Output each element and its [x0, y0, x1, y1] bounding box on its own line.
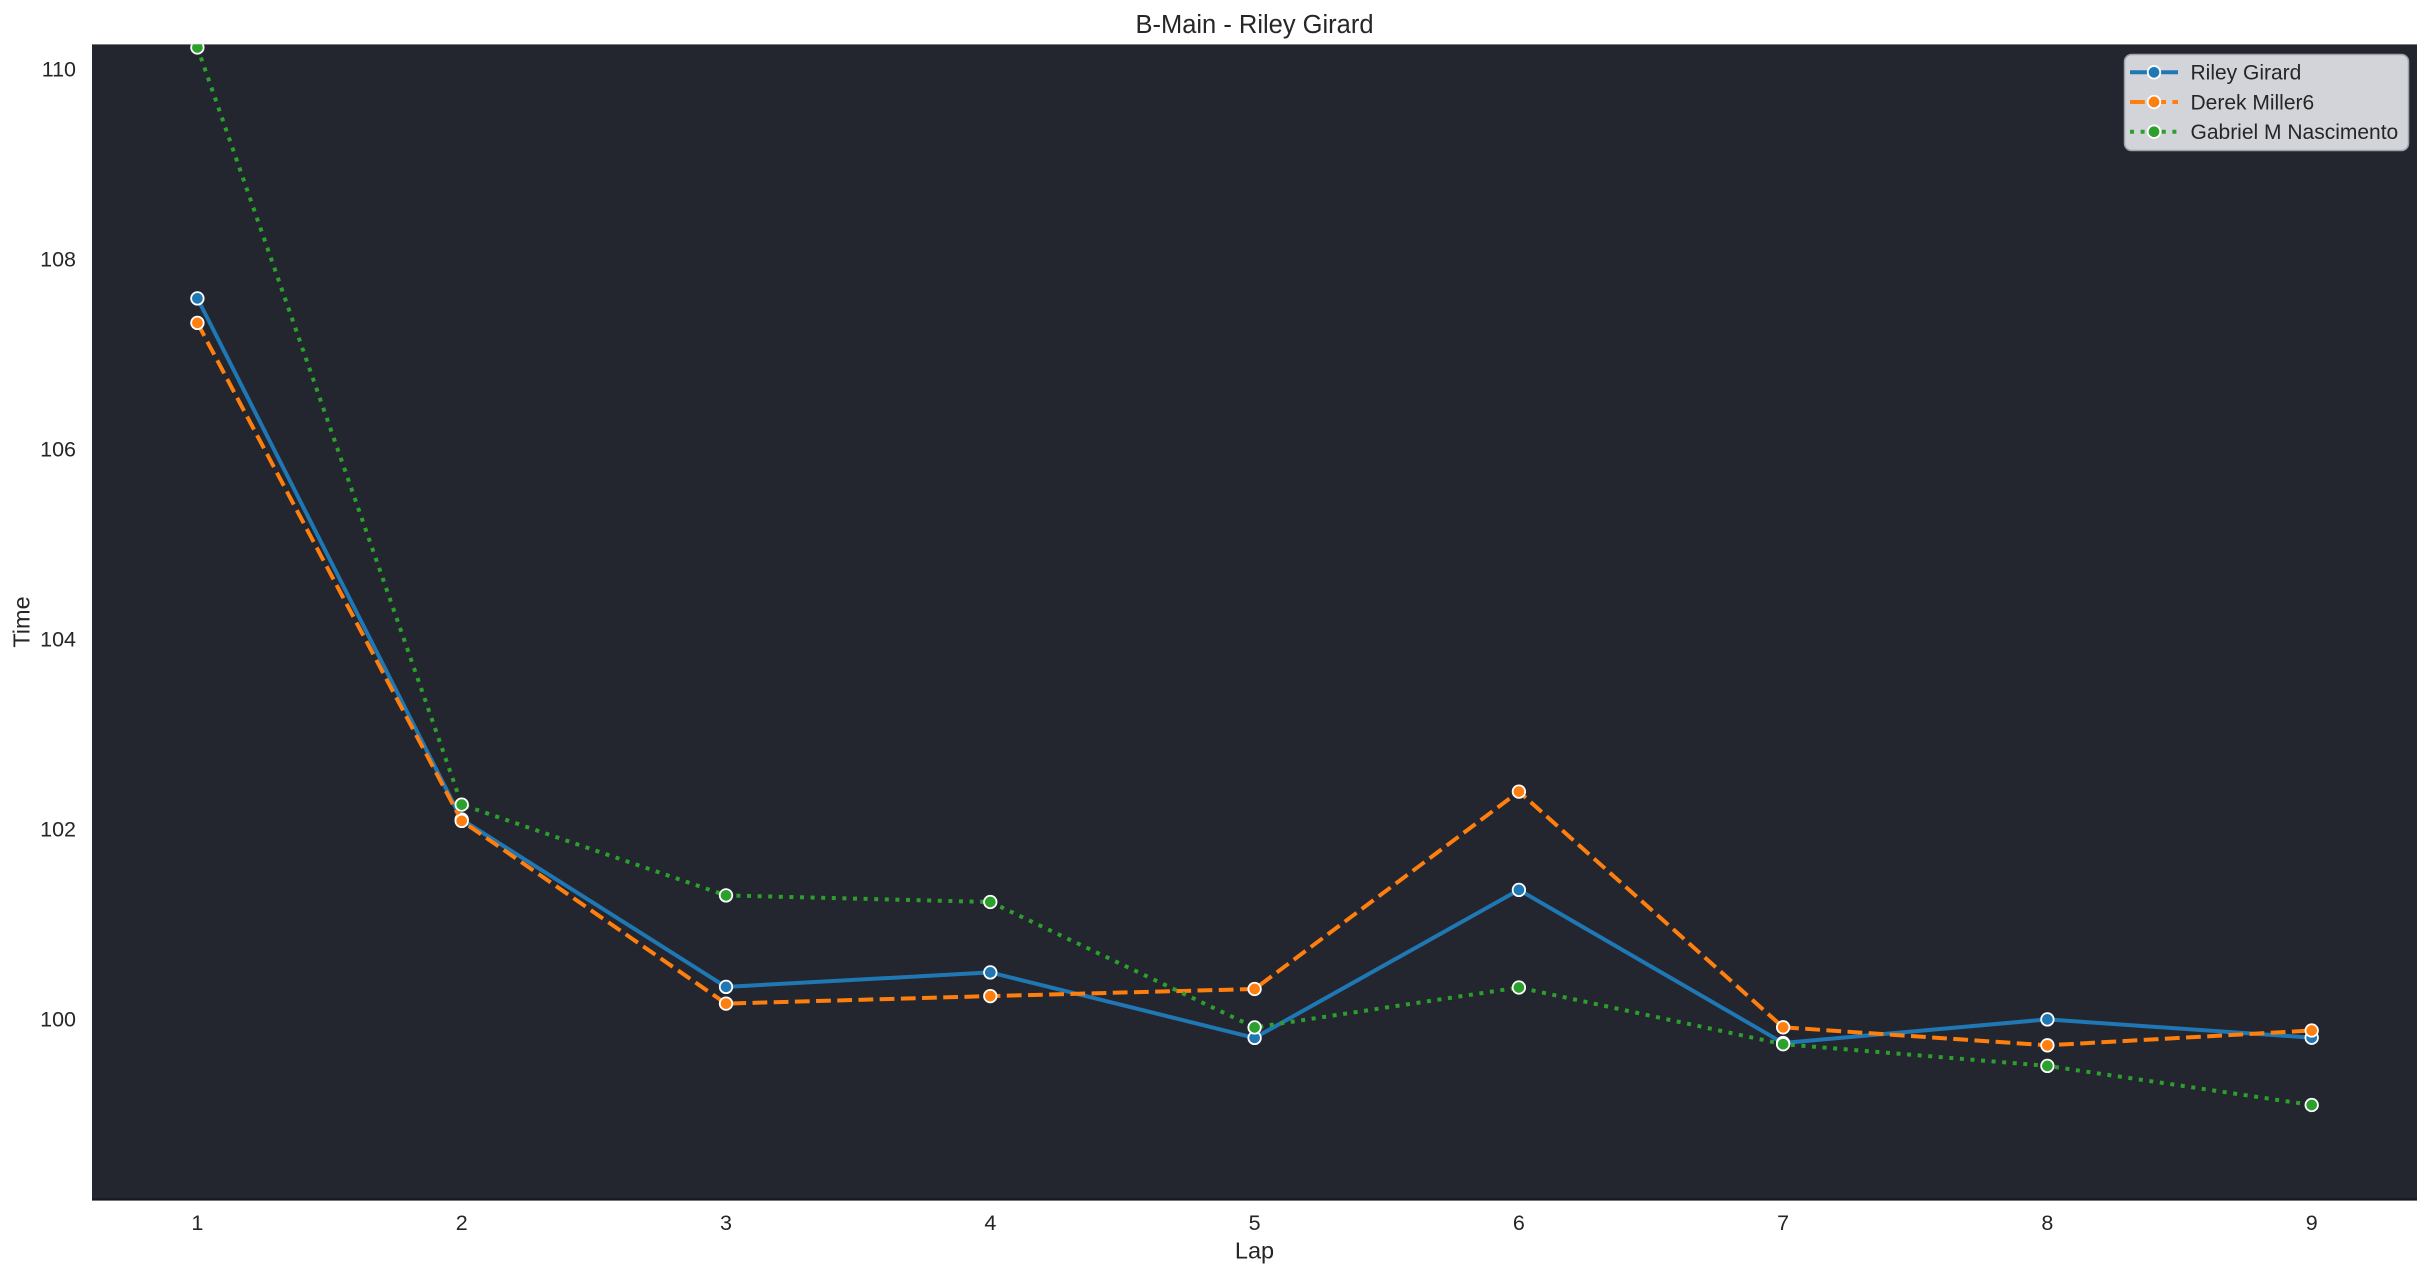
svg-text:Riley Girard: Riley Girard [2191, 62, 2302, 85]
svg-text:1: 1 [191, 1211, 203, 1235]
svg-text:Derek Miller6: Derek Miller6 [2191, 91, 2315, 114]
svg-text:6: 6 [1513, 1211, 1525, 1235]
svg-text:9: 9 [2306, 1211, 2318, 1235]
svg-text:3: 3 [720, 1211, 732, 1235]
svg-text:106: 106 [40, 438, 76, 462]
svg-text:Gabriel M Nascimento: Gabriel M Nascimento [2191, 121, 2399, 144]
svg-text:5: 5 [1249, 1211, 1261, 1235]
svg-text:100: 100 [40, 1008, 76, 1032]
svg-text:7: 7 [1777, 1211, 1789, 1235]
svg-text:110: 110 [42, 58, 76, 82]
svg-text:102: 102 [40, 818, 76, 842]
svg-text:2: 2 [456, 1211, 468, 1235]
svg-text:Time: Time [9, 596, 35, 647]
svg-text:4: 4 [984, 1211, 996, 1235]
svg-text:104: 104 [40, 628, 76, 652]
svg-text:Lap: Lap [1235, 1238, 1274, 1264]
svg-text:108: 108 [40, 248, 76, 272]
svg-text:8: 8 [2041, 1211, 2053, 1235]
svg-text:B-Main - Riley Girard: B-Main - Riley Girard [1135, 11, 1373, 39]
